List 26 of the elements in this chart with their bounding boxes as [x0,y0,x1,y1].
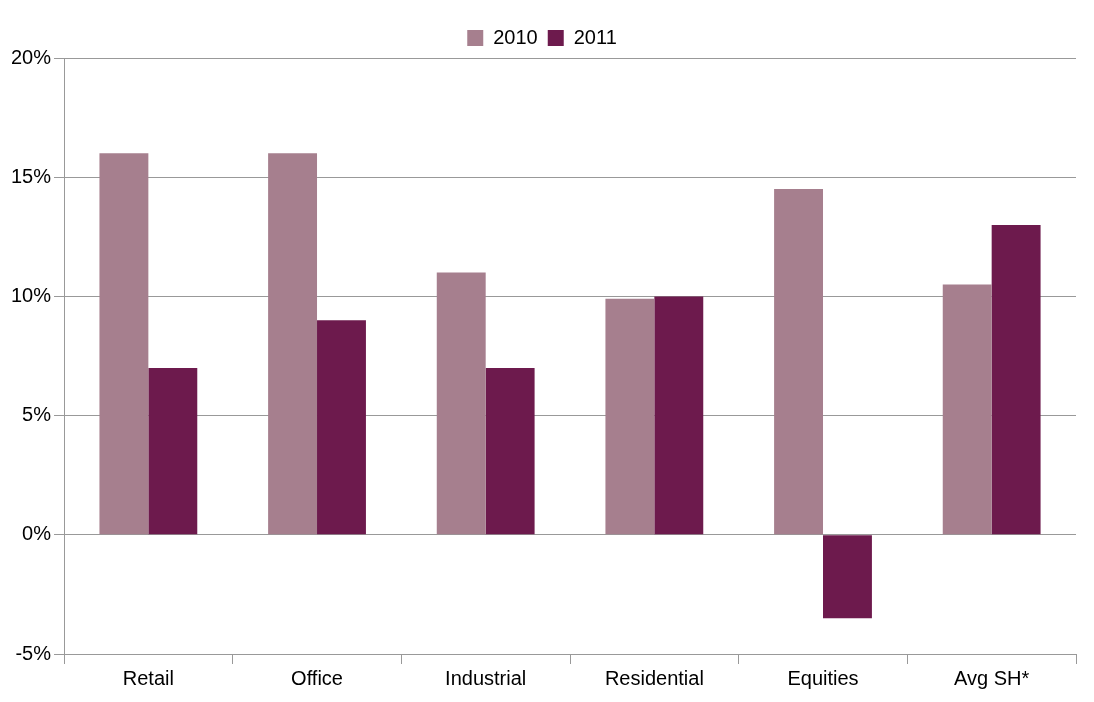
x-tick-label: Equities [787,666,859,689]
legend-label: 2010 [493,25,538,48]
bar [148,367,198,535]
bar [942,284,992,535]
y-tick-label: 15% [11,164,52,187]
bar [99,153,149,535]
bar [605,298,655,535]
y-tick-label: 20% [11,45,52,68]
x-tick-label: Residential [604,666,704,689]
x-tick-label: Industrial [445,666,527,689]
y-tick-label: -5% [15,641,52,664]
bar [317,320,366,535]
bar [991,224,1041,535]
y-tick-label: 0% [22,522,52,545]
bar [436,272,486,535]
y-tick-label: 5% [22,403,52,426]
legend-label: 2011 [573,25,617,48]
bar [823,535,872,619]
bar [485,367,535,535]
x-tick-label: Avg SH* [954,666,1030,689]
bar [774,189,824,535]
x-tick-label: Retail [122,666,174,689]
x-tick-label: Office [291,666,343,689]
bar [654,296,704,535]
bar [268,153,318,535]
y-tick-label: 10% [11,283,52,306]
